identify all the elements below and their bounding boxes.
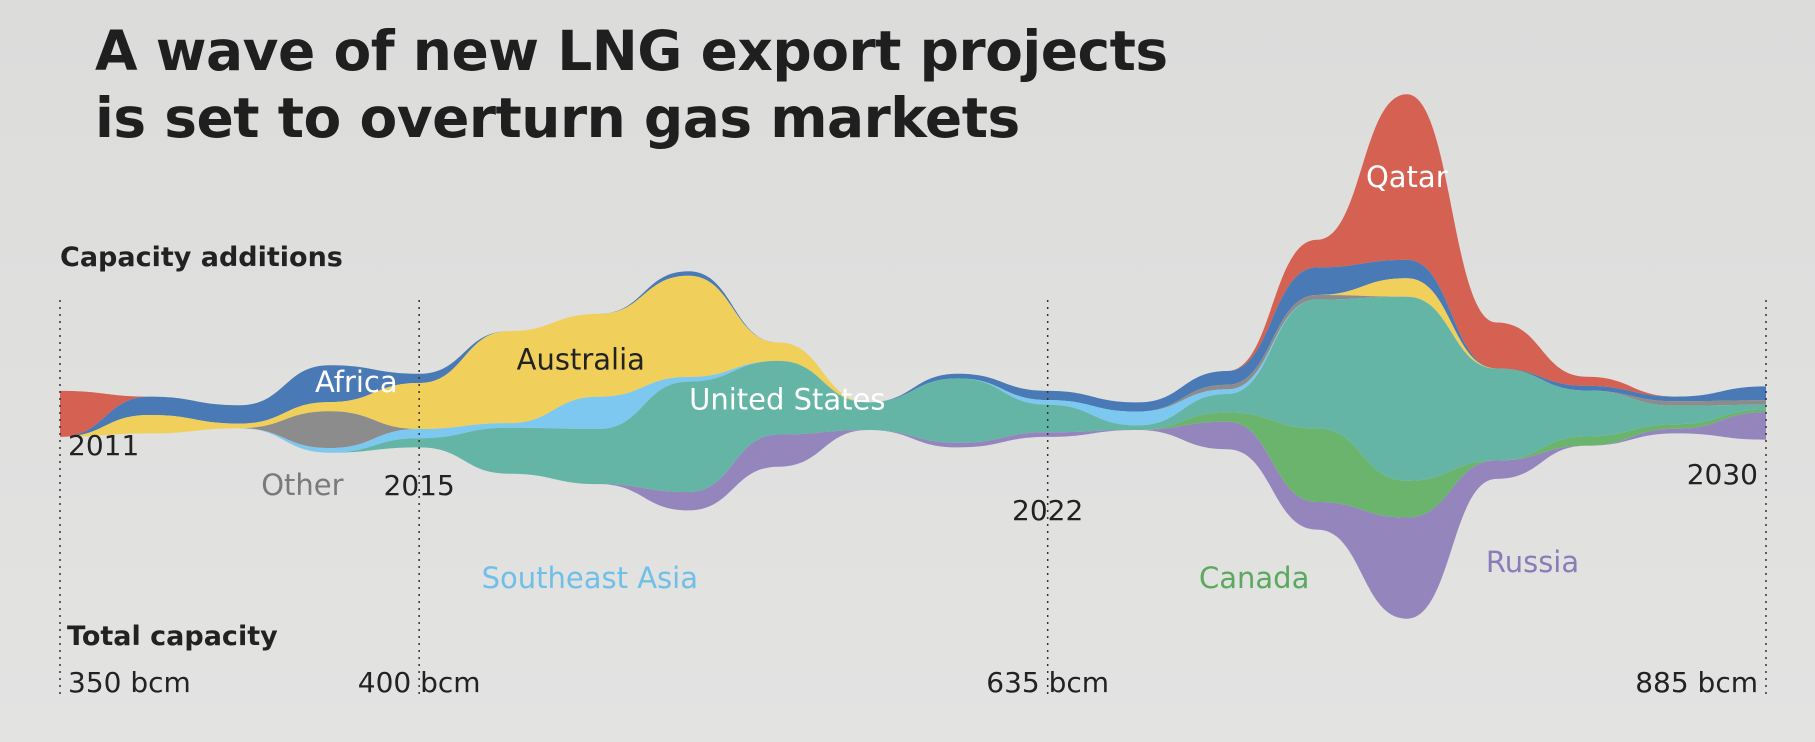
total-capacity-2011: 350 bcm (68, 666, 191, 699)
total-capacity-2030: 885 bcm (1635, 666, 1758, 699)
total-capacity-label: Total capacity (67, 621, 278, 652)
milestone-guides (59, 300, 1767, 695)
stream-layer-africa (60, 259, 1766, 437)
capacity-additions-label: Capacity additions (60, 242, 343, 273)
stream-layers (60, 94, 1766, 619)
series-label-russia: Russia (1486, 545, 1579, 579)
chart-title-line-2: is set to overturn gas markets (95, 86, 1020, 150)
total-capacity-labels: 350 bcm 400 bcm 635 bcm 885 bcm (68, 666, 1758, 699)
stream-layer-united-states (60, 296, 1766, 492)
total-capacity-2015: 400 bcm (358, 666, 481, 699)
year-label-2030: 2030 (1687, 458, 1758, 491)
series-label-africa: Africa (315, 365, 398, 399)
year-labels: 2011 2015 2022 2030 (68, 429, 1758, 527)
year-label-2015: 2015 (384, 469, 455, 502)
chart-title-line-1: A wave of new LNG export projects (95, 19, 1168, 83)
series-label-australia: Australia (517, 343, 645, 377)
stream-layer-australia (60, 275, 1766, 437)
total-capacity-2022: 635 bcm (986, 666, 1109, 699)
chart-title: A wave of new LNG export projects is set… (95, 18, 1168, 152)
series-label-qatar: Qatar (1366, 160, 1448, 194)
series-label-other: Other (261, 468, 343, 502)
series-label-southeast-asia: Southeast Asia (482, 561, 698, 595)
series-label-united-states: United States (689, 383, 885, 417)
stream-layer-canada (60, 409, 1766, 518)
stream-layer-qatar (60, 94, 1766, 437)
series-label-canada: Canada (1199, 561, 1309, 595)
stream-layer-russia (60, 412, 1766, 619)
series-labels: Africa Australia United States Qatar Other So… (261, 160, 1579, 595)
year-label-2022: 2022 (1012, 494, 1083, 527)
year-label-2011: 2011 (68, 429, 139, 462)
